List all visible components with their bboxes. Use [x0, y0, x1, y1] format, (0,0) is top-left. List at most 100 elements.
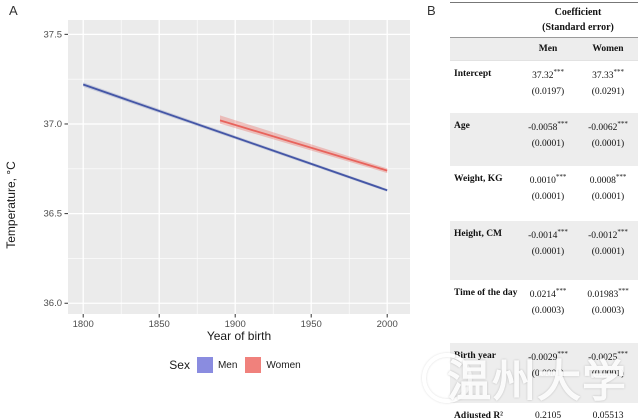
standard-error: (0.0001): [531, 246, 565, 257]
spanner-line-1: Coefficient: [554, 7, 602, 18]
row-label: Birth year: [454, 351, 496, 361]
coefficient-value: -0.0058***: [528, 120, 568, 134]
cell-women: -0.0025*** (0.0001): [578, 349, 638, 403]
coefficient-value: 0.0008***: [589, 173, 627, 187]
significance-stars: ***: [615, 173, 627, 181]
coefficients-table: Coefficient (Standard error) Men Women I…: [450, 2, 638, 418]
panel-b: B Coefficient (Standard error) Men Women…: [420, 0, 640, 418]
cell-men: -0.0014*** (0.0001): [518, 227, 578, 280]
table-row: Age -0.0058*** (0.0001) -0.0062*** (0.0001): [450, 113, 638, 166]
coefficient-value: -0.0025***: [588, 350, 628, 364]
row-label: Adjusted R²: [454, 411, 504, 418]
standard-error: (0.0197): [531, 86, 565, 97]
spanner-line-2: (Standard error): [542, 21, 614, 33]
significance-stars: ***: [557, 228, 568, 236]
table-row: Intercept 37.32*** (0.0197) 37.33*** (0.0291…: [450, 61, 638, 113]
row-label: Time of the day: [454, 288, 518, 298]
x-tick-label: 1800: [73, 319, 94, 330]
line-chart: 1800 1850 1900 1950 2000 36.0 36.5 37.0 37.5 Year…: [4, 20, 410, 343]
legend-item-men: Men: [196, 357, 238, 373]
coefficient-value: 0.01983***: [587, 287, 629, 301]
coefficient-value: -0.0012***: [588, 228, 628, 242]
cell-men: 37.32*** (0.0197): [518, 67, 578, 113]
legend-title: Sex: [169, 358, 190, 372]
standard-error: (0.0291): [591, 86, 625, 97]
standard-error: (0.0001): [531, 191, 565, 202]
coefficient-value: 37.33***: [592, 68, 624, 82]
standard-error: (0.0001): [591, 246, 625, 257]
cell-men: -0.0058*** (0.0001): [518, 119, 578, 166]
table-body: Intercept 37.32*** (0.0197) 37.33*** (0.0291…: [450, 61, 638, 418]
cell-men: 0.0214*** (0.0003): [518, 286, 578, 343]
significance-stars: ***: [557, 350, 568, 358]
table-row: Time of the day 0.0214*** (0.0003) 0.01983*…: [450, 280, 638, 343]
row-label: Age: [454, 121, 470, 131]
cell-women: -0.0062*** (0.0001): [578, 119, 638, 166]
row-label: Height, CM: [454, 229, 503, 239]
coefficient-value: 0.2105: [534, 411, 562, 418]
panel-b-label: B: [427, 3, 436, 18]
standard-error: (0.0003): [531, 305, 565, 316]
coefficient-value: 0.05513: [592, 411, 624, 418]
standard-error: (0.0003): [591, 305, 625, 316]
standard-error: (0.0001): [591, 368, 625, 379]
coefficient-value: -0.0029***: [528, 350, 568, 364]
y-tick-label: 36.0: [44, 298, 63, 309]
cell-women: -0.0012*** (0.0001): [578, 227, 638, 280]
legend-label-men: Men: [217, 359, 238, 371]
cell-women: 0.01983*** (0.0003): [578, 286, 638, 343]
significance-stars: ***: [618, 287, 629, 295]
significance-stars: ***: [617, 350, 628, 358]
table-row: Adjusted R² 0.2105 0.05513: [450, 403, 638, 418]
row-label: Weight, KG: [454, 174, 503, 184]
table-row: Birth year -0.0029*** (0.0001) -0.0025*** (0…: [450, 343, 638, 403]
table-spanner-header: Coefficient (Standard error): [518, 3, 638, 37]
row-label: Intercept: [454, 69, 492, 79]
standard-error: (0.0001): [531, 368, 565, 379]
significance-stars: ***: [617, 120, 628, 128]
standard-error: (0.0001): [591, 138, 625, 149]
x-tick-label: 1850: [149, 319, 170, 330]
cell-men: 0.0010*** (0.0001): [518, 172, 578, 221]
coefficient-value: -0.0062***: [588, 120, 628, 134]
significance-stars: ***: [555, 173, 567, 181]
column-header-men: Men: [538, 44, 558, 54]
x-tick-label: 1900: [225, 319, 246, 330]
coefficient-value: 37.32***: [532, 68, 564, 82]
cell-women: 0.0008*** (0.0001): [578, 172, 638, 221]
significance-stars: ***: [555, 287, 567, 295]
women-trend-line: [219, 119, 388, 172]
legend-key-men-swatch: [196, 357, 213, 373]
coefficient-value: 0.0214***: [529, 287, 567, 301]
significance-stars: ***: [617, 228, 628, 236]
significance-stars: ***: [553, 68, 564, 76]
x-tick-label: 2000: [377, 319, 398, 330]
column-header-women: Women: [592, 44, 624, 54]
cell-women: 0.05513: [578, 409, 638, 418]
table-row: Height, CM -0.0014*** (0.0001) -0.0012*** (0…: [450, 221, 638, 280]
table-column-header-row: Men Women: [450, 38, 638, 61]
chart-legend: Sex Men Women: [68, 357, 410, 373]
coefficient-value: -0.0014***: [528, 228, 568, 242]
x-axis-title: Year of birth: [207, 329, 271, 343]
cell-men: -0.0029*** (0.0001): [518, 349, 578, 403]
legend-item-women: Women: [245, 357, 301, 373]
header-rule: [450, 37, 638, 38]
cell-women: 37.33*** (0.0291): [578, 67, 638, 113]
table-row: Weight, KG 0.0010*** (0.0001) 0.0008*** (0.0…: [450, 166, 638, 221]
panel-a-label: A: [9, 3, 18, 18]
men-trend-line: [82, 83, 388, 192]
standard-error: (0.0001): [531, 138, 565, 149]
panel-a: A 1800 1850 1900 1950 2000 36.0 36.5 37.0 37.5 Ye…: [4, 3, 410, 373]
y-tick-label: 37.5: [44, 29, 63, 40]
y-tick-label: 36.5: [44, 209, 63, 220]
legend-label-women: Women: [266, 359, 301, 371]
y-tick-label: 37.0: [44, 119, 63, 130]
standard-error: (0.0001): [591, 191, 625, 202]
y-axis-title: Temperature, °C: [4, 161, 18, 249]
coefficient-value: 0.0010***: [529, 173, 567, 187]
plot-panel-background: [68, 20, 410, 314]
significance-stars: ***: [557, 120, 568, 128]
significance-stars: ***: [613, 68, 624, 76]
x-tick-label: 1950: [301, 319, 322, 330]
